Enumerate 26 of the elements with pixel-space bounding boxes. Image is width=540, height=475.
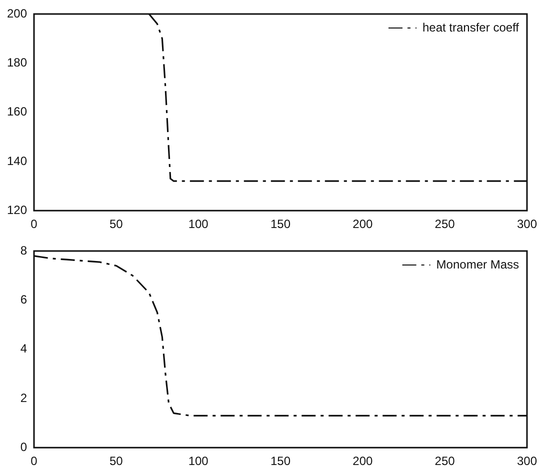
y-tick-label: 0 — [20, 440, 28, 454]
legend-label: Monomer Mass — [436, 257, 519, 272]
y-tick-label: 200 — [6, 6, 28, 20]
y-tick-label: 6 — [20, 292, 28, 306]
x-tick-label: 100 — [188, 217, 209, 232]
x-tick-label: 50 — [109, 454, 124, 468]
x-tick-label: 300 — [516, 217, 538, 232]
x-tick-label: 100 — [188, 454, 209, 468]
x-tick-label: 200 — [352, 217, 373, 232]
x-tick-label: 300 — [516, 454, 538, 468]
y-tick-label: 4 — [20, 342, 28, 356]
x-tick-label: 0 — [30, 454, 38, 468]
x-tick-label: 150 — [270, 454, 291, 468]
y-tick-label: 160 — [6, 104, 28, 119]
y-tick-label: 2 — [20, 390, 28, 405]
legend-label: heat transfer coeff — [422, 20, 520, 34]
x-tick-label: 200 — [352, 454, 373, 468]
x-tick-label: 50 — [109, 217, 124, 232]
x-tick-label: 250 — [434, 454, 456, 468]
y-tick-label: 120 — [6, 202, 28, 217]
y-tick-label: 180 — [6, 55, 28, 70]
y-tick-label: 8 — [20, 243, 28, 258]
x-tick-label: 250 — [434, 217, 456, 232]
x-tick-label: 150 — [270, 217, 291, 232]
y-tick-label: 140 — [6, 154, 28, 168]
x-tick-label: 0 — [30, 217, 38, 232]
